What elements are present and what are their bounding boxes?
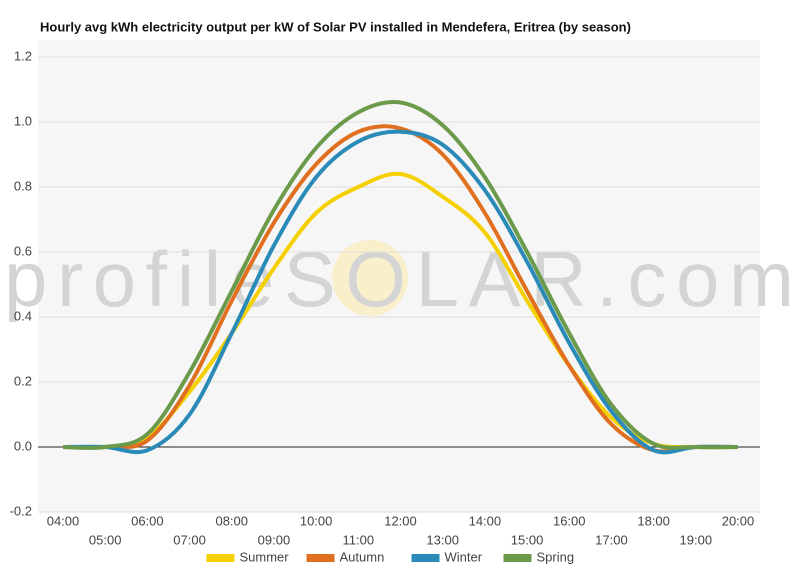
y-tick-label: 0.4 (14, 308, 32, 323)
x-tick-label: 14:00 (469, 513, 502, 528)
x-tick-label: 11:00 (343, 532, 375, 547)
y-tick-label: 0.0 (14, 438, 32, 453)
legend-swatch (206, 554, 235, 562)
x-tick-label: 18:00 (637, 513, 670, 528)
x-tick-label: 06:00 (131, 513, 164, 528)
x-tick-label: 08:00 (215, 513, 248, 528)
x-tick-label: 16:00 (553, 513, 586, 528)
legend-label: Spring (537, 549, 575, 564)
x-tick-label: 09:00 (258, 532, 291, 547)
x-tick-label: 04:00 (47, 513, 80, 528)
x-tick-label: 05:00 (89, 532, 122, 547)
legend-label: Summer (240, 549, 290, 564)
legend-label: Autumn (340, 549, 385, 564)
x-tick-label: 19:00 (680, 532, 713, 547)
x-tick-label: 07:00 (173, 532, 206, 547)
legend-swatch (306, 554, 335, 562)
legend-swatch (411, 554, 440, 562)
series-line (62, 171, 739, 450)
y-tick-label: 0.8 (14, 178, 32, 193)
series-line (62, 99, 739, 450)
x-tick-label: 10:00 (300, 513, 333, 528)
series-line (62, 124, 739, 454)
y-tick-label: -0.2 (10, 503, 32, 518)
x-tick-label: 17:00 (595, 532, 628, 547)
y-tick-label: 0.6 (14, 243, 32, 258)
chart-title: Hourly avg kWh electricity output per kW… (40, 19, 631, 34)
legend-label: Winter (445, 549, 483, 564)
y-tick-label: 0.2 (14, 373, 32, 388)
x-tick-label: 12:00 (384, 513, 417, 528)
y-tick-label: 1.2 (14, 48, 32, 63)
watermark-sun (332, 240, 408, 316)
x-tick-label: 15:00 (511, 532, 544, 547)
x-tick-label: 13:00 (426, 532, 459, 547)
y-tick-label: 1.0 (14, 113, 32, 128)
legend-swatch (503, 554, 532, 562)
x-tick-label: 20:00 (722, 513, 755, 528)
series-line (62, 129, 739, 455)
watermark: profileSOLAR.com (4, 235, 794, 323)
